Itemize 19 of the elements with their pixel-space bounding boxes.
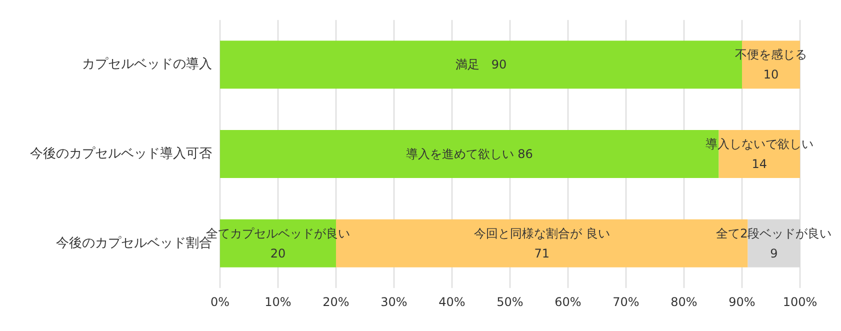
x-tick-label: 70% bbox=[612, 295, 640, 309]
x-tick-label: 90% bbox=[728, 295, 756, 309]
x-tick-label: 0% bbox=[210, 295, 230, 309]
data-label: 全て2段ベッドが良い 9 bbox=[716, 226, 832, 260]
x-tick-label: 60% bbox=[554, 295, 582, 309]
y-tick-label: カプセルベッドの導入 bbox=[82, 57, 212, 72]
bar bbox=[336, 219, 748, 268]
x-tick-label: 80% bbox=[670, 295, 698, 309]
y-tick-label: 今後のカプセルベッド導入可否 bbox=[30, 146, 212, 162]
data-label: 満足 90 bbox=[455, 58, 507, 72]
x-tick-label: 20% bbox=[322, 295, 350, 309]
x-tick-label: 40% bbox=[438, 295, 466, 309]
data-label: 今回と同様な割合が 良い 71 bbox=[474, 226, 610, 260]
x-tick-label: 30% bbox=[380, 295, 408, 309]
x-tick-label: 50% bbox=[496, 295, 524, 309]
x-tick-label: 10% bbox=[264, 295, 292, 309]
bar bbox=[718, 130, 800, 178]
x-tick-label: 100% bbox=[782, 295, 818, 309]
data-label: 導入を進めて欲しい 86 bbox=[406, 147, 533, 161]
